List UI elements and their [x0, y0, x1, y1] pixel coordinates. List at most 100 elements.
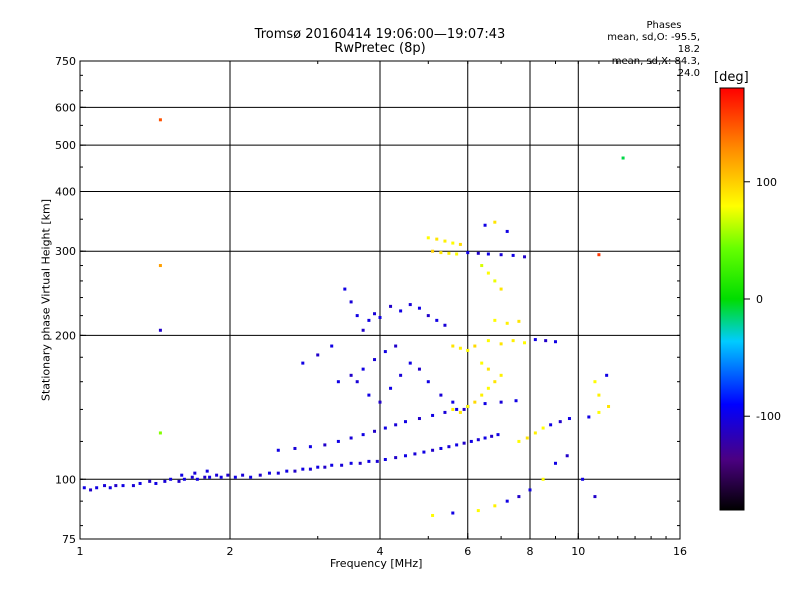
- data-point: [458, 410, 462, 414]
- data-point: [343, 287, 347, 291]
- data-point: [462, 441, 466, 445]
- data-point: [301, 467, 305, 471]
- data-point: [486, 271, 490, 275]
- x-tick-label: 6: [464, 545, 471, 558]
- data-point: [451, 344, 455, 348]
- data-point: [496, 433, 500, 437]
- data-point: [553, 461, 557, 465]
- data-point: [158, 328, 162, 332]
- data-point: [180, 473, 184, 477]
- data-point: [399, 373, 403, 377]
- data-point: [431, 448, 435, 452]
- data-point: [493, 318, 497, 322]
- data-point: [158, 264, 162, 268]
- data-point: [293, 446, 297, 450]
- stats-line-o: mean, sd,O: -95.5, 18.2: [607, 32, 700, 55]
- data-point: [258, 473, 262, 477]
- data-point: [408, 361, 412, 365]
- data-point: [499, 400, 503, 404]
- x-tick-label: 16: [673, 545, 687, 558]
- data-point: [462, 407, 466, 411]
- data-point: [528, 488, 532, 492]
- data-point: [131, 484, 135, 488]
- chart-title: Tromsø 20160414 19:06:00—19:07:43: [254, 27, 506, 42]
- data-point: [483, 223, 487, 227]
- data-point: [607, 404, 611, 408]
- data-point: [439, 393, 443, 397]
- data-point: [517, 319, 521, 323]
- data-point: [581, 477, 585, 481]
- y-tick-label: 100: [55, 473, 76, 486]
- data-point: [567, 417, 571, 421]
- data-point: [367, 459, 371, 463]
- y-axis-ticks: 75 100 200 300 400 500 600 750: [55, 55, 680, 546]
- data-point: [394, 344, 398, 348]
- data-point: [378, 400, 382, 404]
- data-point: [553, 340, 557, 344]
- data-point: [373, 358, 377, 362]
- data-point: [182, 477, 186, 481]
- data-point: [451, 400, 455, 404]
- data-point: [158, 431, 162, 435]
- x-tick-label: 2: [227, 545, 234, 558]
- data-point: [447, 445, 451, 449]
- data-point: [285, 469, 289, 473]
- data-point: [389, 386, 393, 390]
- x-axis-label: Frequency [MHz]: [330, 557, 423, 570]
- data-point: [413, 452, 417, 456]
- data-point: [267, 471, 271, 475]
- data-point: [499, 287, 503, 291]
- data-point: [443, 410, 447, 414]
- data-point: [169, 477, 173, 481]
- data-point: [597, 393, 601, 397]
- x-axis-ticks: 1 2 4 6 8 10 16: [77, 61, 687, 558]
- data-point: [431, 249, 435, 253]
- data-point: [403, 454, 407, 458]
- data-point: [565, 454, 569, 458]
- colorbar-ticks: 100 0 -100: [744, 176, 781, 423]
- data-point: [367, 318, 371, 322]
- data-point: [349, 300, 353, 304]
- data-point: [466, 251, 470, 255]
- x-tick-label: 4: [377, 545, 384, 558]
- data-point: [458, 346, 462, 350]
- x-tick-label: 1: [77, 545, 84, 558]
- data-point: [301, 361, 305, 365]
- data-point: [541, 477, 545, 481]
- data-point: [336, 439, 340, 443]
- colorbar-tick-label: 0: [756, 293, 763, 306]
- data-point: [597, 410, 601, 414]
- data-point: [476, 251, 480, 255]
- data-point: [148, 479, 152, 483]
- data-point: [511, 339, 515, 343]
- data-point: [443, 323, 447, 327]
- data-point: [426, 236, 430, 240]
- data-point: [549, 423, 553, 427]
- data-point: [241, 473, 245, 477]
- y-tick-label: 400: [55, 185, 76, 198]
- data-point: [493, 279, 497, 283]
- data-point: [597, 253, 601, 257]
- data-point: [451, 241, 455, 245]
- data-point: [443, 239, 447, 243]
- data-point: [493, 380, 497, 384]
- data-point: [505, 499, 509, 503]
- data-point: [514, 399, 518, 403]
- data-point: [249, 475, 253, 479]
- data-point: [490, 434, 494, 438]
- data-point: [358, 461, 362, 465]
- data-point: [355, 380, 359, 384]
- data-point: [451, 407, 455, 411]
- data-point: [517, 495, 521, 499]
- data-point: [361, 367, 365, 371]
- data-point: [193, 471, 197, 475]
- data-point: [523, 255, 527, 259]
- data-point: [163, 479, 167, 483]
- data-point: [389, 304, 393, 308]
- data-point: [208, 475, 212, 479]
- data-point: [349, 461, 353, 465]
- data-points: [82, 118, 625, 517]
- data-point: [426, 314, 430, 318]
- data-point: [447, 251, 451, 255]
- data-point: [505, 321, 509, 325]
